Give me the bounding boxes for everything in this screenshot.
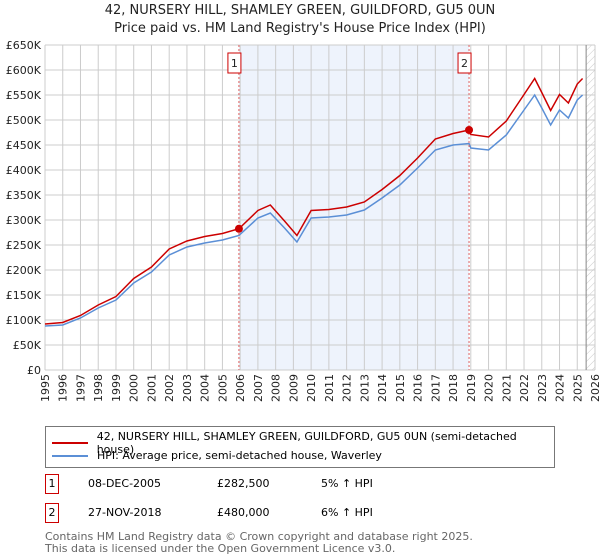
x-tick-label: 2022 xyxy=(518,374,531,402)
forecast-hatch xyxy=(586,45,595,370)
sale-marker-label: 2 xyxy=(461,57,468,70)
sale-date: 08-DEC-2005 xyxy=(88,477,162,490)
legend-swatch-property xyxy=(52,442,88,444)
x-tick-label: 1998 xyxy=(92,374,105,402)
y-tick-label: £400K xyxy=(6,164,42,177)
x-tick-label: 2001 xyxy=(145,374,158,402)
sale-point xyxy=(465,126,474,134)
x-tick-label: 1995 xyxy=(39,374,52,402)
legend-label-property: 42, NURSERY HILL, SHAMLEY GREEN, GUILDFO… xyxy=(96,430,517,456)
x-tick-label: 2015 xyxy=(394,374,407,402)
sale-marker-box xyxy=(457,52,472,74)
x-tick-label: 2004 xyxy=(199,374,212,402)
sale-hpi-diff: 5% ↑ HPI xyxy=(321,477,373,490)
x-tick-label: 2021 xyxy=(500,374,513,402)
x-tick-label: 2014 xyxy=(376,374,389,402)
x-tick-label: 2019 xyxy=(465,374,478,402)
sale-period-shade xyxy=(238,45,470,370)
y-tick-label: £600K xyxy=(6,64,42,77)
x-tick-label: 2002 xyxy=(163,374,176,402)
sale-marker-badge: 2 xyxy=(45,503,59,523)
x-tick-label: 2013 xyxy=(358,374,371,402)
x-tick-label: 2018 xyxy=(447,374,460,402)
x-tick-label: 2008 xyxy=(270,374,283,402)
legend: 42, NURSERY HILL, SHAMLEY GREEN, GUILDFO… xyxy=(45,426,555,468)
y-tick-label: £300K xyxy=(6,214,42,227)
x-tick-label: 2026 xyxy=(589,374,600,402)
y-tick-label: £450K xyxy=(6,139,42,152)
y-tick-label: £50K xyxy=(13,339,42,352)
x-tick-label: 2007 xyxy=(252,374,265,402)
y-tick-label: £550K xyxy=(6,89,42,102)
x-tick-label: 2010 xyxy=(305,374,318,402)
footer-copyright: Contains HM Land Registry data © Crown c… xyxy=(45,530,473,543)
series-line xyxy=(44,93,584,327)
x-tick-label: 2003 xyxy=(181,374,194,402)
x-tick-label: 2017 xyxy=(429,374,442,402)
legend-label-hpi: HPI: Average price, semi-detached house,… xyxy=(97,449,382,462)
x-tick-label: 2012 xyxy=(341,374,354,402)
sale-marker-label: 1 xyxy=(231,57,238,70)
sale-price: £282,500 xyxy=(217,477,270,490)
chart-subtitle: Price paid vs. HM Land Registry's House … xyxy=(114,21,486,36)
x-tick-label: 2000 xyxy=(128,374,141,402)
y-tick-label: £100K xyxy=(6,314,42,327)
chart-title: 42, NURSERY HILL, SHAMLEY GREEN, GUILDFO… xyxy=(104,3,496,18)
sale-marker-badge: 1 xyxy=(45,474,59,494)
y-tick-label: £650K xyxy=(6,39,42,52)
x-tick-label: 2025 xyxy=(571,374,584,402)
x-tick-label: 1997 xyxy=(74,374,87,402)
x-tick-label: 1996 xyxy=(57,374,70,402)
y-tick-label: £150K xyxy=(6,289,42,302)
sale-date: 27-NOV-2018 xyxy=(88,506,162,519)
y-tick-label: £350K xyxy=(6,189,42,202)
series-line xyxy=(44,77,584,325)
footer: Contains HM Land Registry data © Crown c… xyxy=(45,531,473,555)
y-tick-label: £200K xyxy=(6,264,42,277)
x-tick-label: 2006 xyxy=(234,374,247,402)
x-tick-label: 2009 xyxy=(287,374,300,402)
x-tick-label: 2023 xyxy=(536,374,549,402)
y-tick-label: £250K xyxy=(6,239,42,252)
y-tick-label: £500K xyxy=(6,114,42,127)
sale-marker-box xyxy=(227,52,242,74)
x-tick-label: 2020 xyxy=(483,374,496,402)
x-tick-label: 1999 xyxy=(110,374,123,402)
sale-price: £480,000 xyxy=(217,506,270,519)
legend-swatch-hpi xyxy=(52,454,88,457)
x-tick-label: 2011 xyxy=(323,374,336,402)
x-tick-label: 2024 xyxy=(554,374,567,402)
sale-point xyxy=(234,224,243,233)
x-tick-label: 2005 xyxy=(216,374,229,402)
x-tick-label: 2016 xyxy=(412,374,425,402)
sale-hpi-diff: 6% ↑ HPI xyxy=(321,506,373,519)
plot-area: £0 £50K £100K £150K £200K £250K £300K £350K £400… xyxy=(6,39,600,402)
y-tick-label: £0 xyxy=(27,364,41,377)
footer-licence: This data is licensed under the Open Gov… xyxy=(45,542,396,555)
